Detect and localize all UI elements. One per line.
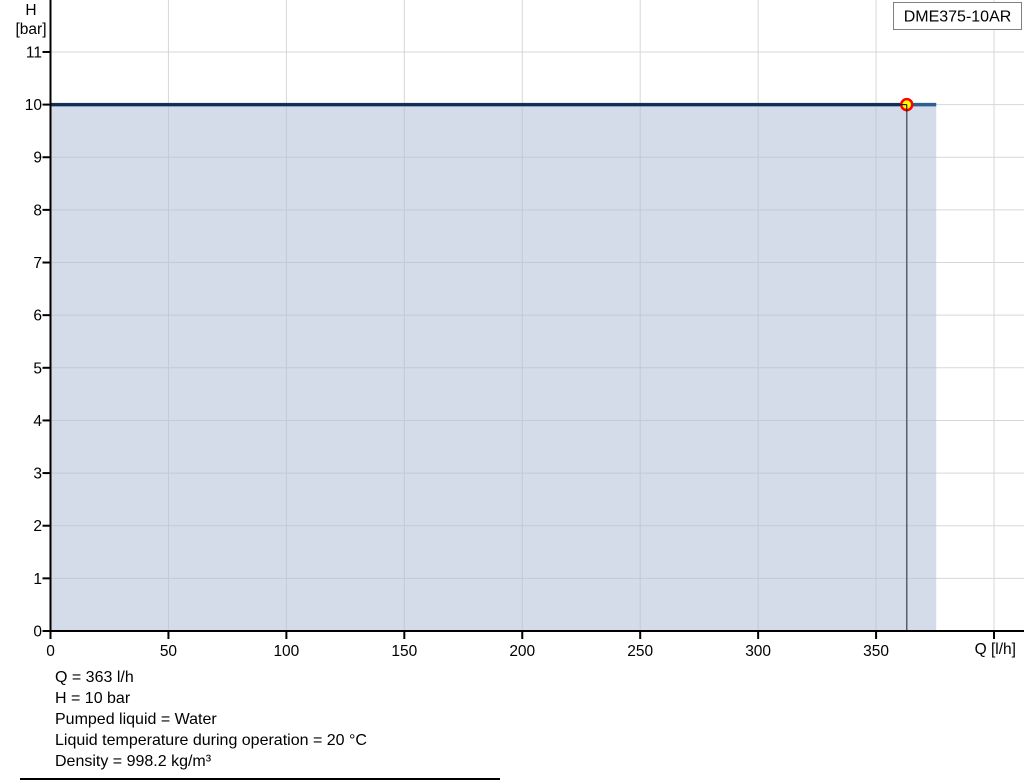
model-label-box: DME375-10AR [893,2,1022,30]
curve-area-fill [51,104,937,631]
axes [48,0,1024,632]
x-tick-label: 150 [391,643,417,660]
chart-canvas[interactable]: 0 50 100 150 200 250 300 350 0 1 2 3 4 5 6 7 8 9 10 11 H [b… [0,0,1024,662]
y-tick-label: 3 [33,466,42,483]
info-line-temperature: Liquid temperature during operation = 20… [55,732,367,749]
y-axis-title-unit: [bar] [15,21,46,38]
y-tick-label: 11 [26,44,42,61]
x-tick-label: 350 [863,643,889,660]
y-tick-label: 7 [33,255,42,272]
curve-area [51,104,937,631]
footer-rule [20,778,500,780]
y-tick-label: 9 [33,150,42,167]
x-tick-label: 0 [46,643,55,660]
duty-point-marker[interactable] [899,97,914,112]
y-tick-label: 4 [33,413,42,430]
tick-labels: 0 50 100 150 200 250 300 350 0 1 2 3 4 5 6 7 8 9 10 11 [25,44,890,660]
y-axis-title-symbol: H [25,2,36,19]
x-tick-label: 50 [160,643,178,660]
y-tick-label: 5 [33,360,42,377]
info-line-liquid: Pumped liquid = Water [55,711,217,728]
y-tick-label: 2 [33,518,42,535]
y-tick-label: 0 [33,624,42,641]
info-line-density: Density = 998.2 kg/m³ [55,753,212,770]
tick-marks [42,50,996,639]
info-line-h: H = 10 bar [55,690,131,707]
x-tick-label: 250 [627,643,653,660]
y-tick-label: 10 [25,97,43,114]
y-tick-label: 8 [33,202,42,219]
y-tick-label: 6 [33,308,42,325]
x-tick-label: 200 [509,643,535,660]
info-line-q: Q = 363 l/h [55,669,134,686]
duty-info-block: Q = 363 l/h H = 10 bar Pumped liquid = W… [55,667,367,772]
y-tick-label: 1 [33,571,42,588]
x-tick-label: 100 [273,643,299,660]
model-label: DME375-10AR [904,9,1012,26]
x-axis-title: Q [l/h] [975,641,1016,658]
x-tick-label: 300 [745,643,771,660]
